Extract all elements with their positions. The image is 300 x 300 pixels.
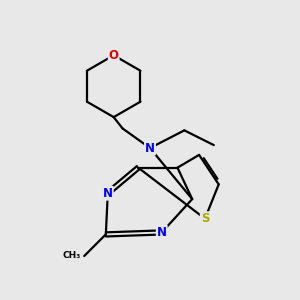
Text: S: S xyxy=(201,212,209,225)
Text: N: N xyxy=(145,142,155,154)
Text: N: N xyxy=(103,187,113,200)
Text: CH₃: CH₃ xyxy=(62,251,81,260)
Text: N: N xyxy=(157,226,167,239)
Text: O: O xyxy=(109,49,119,62)
